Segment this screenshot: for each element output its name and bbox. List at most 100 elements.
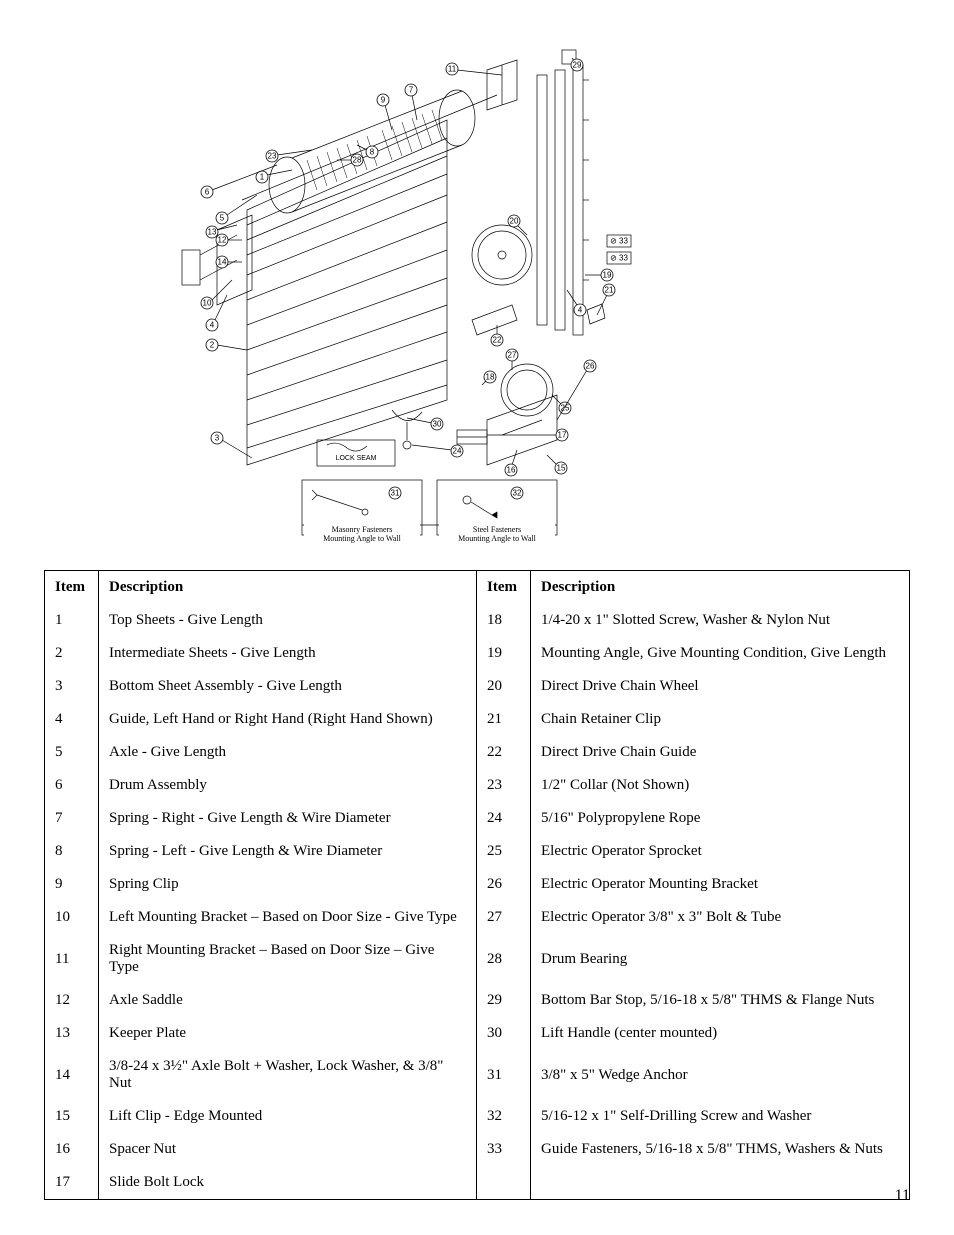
svg-text:28: 28 xyxy=(353,156,362,165)
svg-text:17: 17 xyxy=(558,431,567,440)
svg-text:21: 21 xyxy=(605,286,614,295)
svg-text:24: 24 xyxy=(453,447,462,456)
cell-item: 9 xyxy=(45,868,99,901)
table-row: 12Axle Saddle29Bottom Bar Stop, 5/16-18 … xyxy=(45,984,910,1017)
svg-text:11: 11 xyxy=(448,65,457,74)
svg-text:31: 31 xyxy=(391,489,400,498)
cell-item: 26 xyxy=(477,868,531,901)
table-row: 1Top Sheets - Give Length181/4-20 x 1" S… xyxy=(45,604,910,637)
cell-desc: 5/16" Polypropylene Rope xyxy=(531,802,910,835)
cell-desc: 1/2" Collar (Not Shown) xyxy=(531,769,910,802)
cell-item: 33 xyxy=(477,1133,531,1166)
svg-text:4: 4 xyxy=(210,321,215,330)
cell-item: 30 xyxy=(477,1017,531,1050)
cell-desc: Right Mounting Bracket – Based on Door S… xyxy=(99,934,477,984)
cell-desc: Spring - Right - Give Length & Wire Diam… xyxy=(99,802,477,835)
cell-item: 15 xyxy=(45,1100,99,1133)
cell-desc: Direct Drive Chain Guide xyxy=(531,736,910,769)
cell-desc: Axle - Give Length xyxy=(99,736,477,769)
svg-text:23: 23 xyxy=(268,152,277,161)
svg-text:19: 19 xyxy=(603,271,612,280)
cell-item: 29 xyxy=(477,984,531,1017)
svg-text:16: 16 xyxy=(507,466,516,475)
table-row: 8Spring - Left - Give Length & Wire Diam… xyxy=(45,835,910,868)
cell-desc xyxy=(531,1166,910,1200)
cell-item: 2 xyxy=(45,637,99,670)
header-item-right: Item xyxy=(477,571,531,605)
cell-item: 32 xyxy=(477,1100,531,1133)
cell-desc: Direct Drive Chain Wheel xyxy=(531,670,910,703)
svg-text:10: 10 xyxy=(203,299,212,308)
table-row: 17Slide Bolt Lock xyxy=(45,1166,910,1200)
cell-desc: Keeper Plate xyxy=(99,1017,477,1050)
cell-item: 14 xyxy=(45,1050,99,1100)
svg-text:32: 32 xyxy=(513,489,522,498)
cell-desc: Intermediate Sheets - Give Length xyxy=(99,637,477,670)
cell-desc: Left Mounting Bracket – Based on Door Si… xyxy=(99,901,477,934)
cell-desc: Lift Clip - Edge Mounted xyxy=(99,1100,477,1133)
fastener-right-title: Steel Fasteners xyxy=(473,525,521,534)
cell-item: 3 xyxy=(45,670,99,703)
cell-item: 4 xyxy=(45,703,99,736)
table-row: 13Keeper Plate30Lift Handle (center moun… xyxy=(45,1017,910,1050)
cell-desc: Drum Assembly xyxy=(99,769,477,802)
svg-text:6: 6 xyxy=(205,188,210,197)
svg-text:15: 15 xyxy=(557,464,566,473)
table-row: 9Spring Clip26Electric Operator Mounting… xyxy=(45,868,910,901)
cell-desc: 5/16-12 x 1" Self-Drilling Screw and Was… xyxy=(531,1100,910,1133)
svg-text:5: 5 xyxy=(220,214,225,223)
svg-text:26: 26 xyxy=(586,362,595,371)
cell-desc: Guide, Left Hand or Right Hand (Right Ha… xyxy=(99,703,477,736)
cell-item: 20 xyxy=(477,670,531,703)
table-row: 7Spring - Right - Give Length & Wire Dia… xyxy=(45,802,910,835)
header-desc-right: Description xyxy=(531,571,910,605)
exploded-diagram: LOCK SEAM 1 xyxy=(157,40,797,550)
page-number: 11 xyxy=(895,1187,910,1205)
cell-desc: Spring Clip xyxy=(99,868,477,901)
cell-desc: Slide Bolt Lock xyxy=(99,1166,477,1200)
cell-item: 13 xyxy=(45,1017,99,1050)
cell-item: 31 xyxy=(477,1050,531,1100)
fastener-right-caption: Steel Fasteners Mounting Angle to Wall xyxy=(439,524,555,546)
fastener-left-title: Masonry Fasteners xyxy=(332,525,393,534)
fastener-right-sub: Mounting Angle to Wall xyxy=(458,534,536,543)
table-header-row: Item Description Item Description xyxy=(45,571,910,605)
cell-item: 11 xyxy=(45,934,99,984)
svg-text:13: 13 xyxy=(208,228,217,237)
svg-text:9: 9 xyxy=(381,96,386,105)
table-row: 10Left Mounting Bracket – Based on Door … xyxy=(45,901,910,934)
cell-item: 27 xyxy=(477,901,531,934)
table-row: 4Guide, Left Hand or Right Hand (Right H… xyxy=(45,703,910,736)
cell-desc: Bottom Sheet Assembly - Give Length xyxy=(99,670,477,703)
svg-text:14: 14 xyxy=(218,258,227,267)
table-row: 143/8-24 x 3½" Axle Bolt + Washer, Lock … xyxy=(45,1050,910,1100)
cell-desc: Lift Handle (center mounted) xyxy=(531,1017,910,1050)
cell-item: 1 xyxy=(45,604,99,637)
cell-item: 24 xyxy=(477,802,531,835)
cell-item: 6 xyxy=(45,769,99,802)
svg-text:22: 22 xyxy=(493,336,502,345)
svg-text:8: 8 xyxy=(370,148,375,157)
fastener-left-sub: Mounting Angle to Wall xyxy=(323,534,401,543)
lockseam-label: LOCK SEAM xyxy=(336,455,377,462)
cell-item xyxy=(477,1166,531,1200)
cell-item: 18 xyxy=(477,604,531,637)
diagram-svg: LOCK SEAM 1 xyxy=(157,40,797,550)
table-row: 11Right Mounting Bracket – Based on Door… xyxy=(45,934,910,984)
cell-item: 25 xyxy=(477,835,531,868)
cell-desc: Electric Operator Mounting Bracket xyxy=(531,868,910,901)
svg-text:⊘ 33: ⊘ 33 xyxy=(610,237,628,246)
svg-text:⊘ 33: ⊘ 33 xyxy=(610,254,628,263)
table-row: 16Spacer Nut33Guide Fasteners, 5/16-18 x… xyxy=(45,1133,910,1166)
table-row: 15Lift Clip - Edge Mounted325/16-12 x 1"… xyxy=(45,1100,910,1133)
cell-desc: Bottom Bar Stop, 5/16-18 x 5/8" THMS & F… xyxy=(531,984,910,1017)
cell-desc: Guide Fasteners, 5/16-18 x 5/8" THMS, Wa… xyxy=(531,1133,910,1166)
parts-table: Item Description Item Description 1Top S… xyxy=(44,570,910,1200)
cell-desc: Drum Bearing xyxy=(531,934,910,984)
cell-desc: Spacer Nut xyxy=(99,1133,477,1166)
svg-text:30: 30 xyxy=(433,420,442,429)
cell-desc: Axle Saddle xyxy=(99,984,477,1017)
table-row: 2Intermediate Sheets - Give Length19Moun… xyxy=(45,637,910,670)
svg-text:12: 12 xyxy=(218,236,227,245)
table-row: 3Bottom Sheet Assembly - Give Length20Di… xyxy=(45,670,910,703)
